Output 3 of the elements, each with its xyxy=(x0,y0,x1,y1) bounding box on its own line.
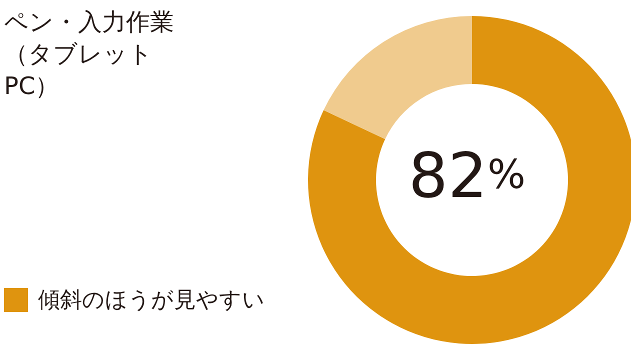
text: 82% xyxy=(408,138,526,212)
text: ペン・入力作業（タブレットPC） xyxy=(4,7,175,102)
legend-label: 傾斜のほうが見やすい xyxy=(38,287,265,315)
